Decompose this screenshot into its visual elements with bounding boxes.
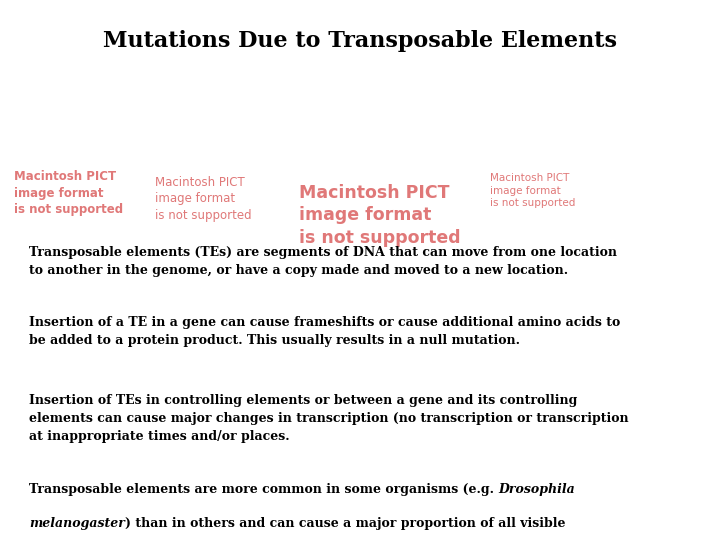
Text: Macintosh PICT
image format
is not supported: Macintosh PICT image format is not suppo…: [14, 170, 124, 216]
Text: Macintosh PICT
image format
is not supported: Macintosh PICT image format is not suppo…: [155, 176, 251, 221]
Text: Insertion of a TE in a gene can cause frameshifts or cause additional amino acid: Insertion of a TE in a gene can cause fr…: [29, 316, 620, 347]
Text: Insertion of TEs in controlling elements or between a gene and its controlling
e: Insertion of TEs in controlling elements…: [29, 394, 629, 443]
Text: ) than in others and can cause a major proportion of all visible: ) than in others and can cause a major p…: [125, 517, 565, 530]
Text: Transposable elements are more common in some organisms (e.g.: Transposable elements are more common in…: [29, 483, 498, 496]
Text: Drosophila: Drosophila: [498, 483, 575, 496]
Text: melanogaster: melanogaster: [29, 517, 125, 530]
Text: Transposable elements (TEs) are segments of DNA that can move from one location
: Transposable elements (TEs) are segments…: [29, 246, 617, 276]
Text: Macintosh PICT
image format
is not supported: Macintosh PICT image format is not suppo…: [490, 173, 575, 208]
Text: Mutations Due to Transposable Elements: Mutations Due to Transposable Elements: [103, 30, 617, 52]
Text: Macintosh PICT
image format
is not supported: Macintosh PICT image format is not suppo…: [299, 184, 460, 247]
